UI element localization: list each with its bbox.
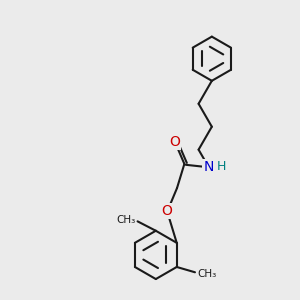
Text: N: N [203,160,214,174]
Text: O: O [161,204,172,218]
Text: O: O [169,135,180,149]
Text: CH₃: CH₃ [197,269,217,279]
Text: CH₃: CH₃ [116,215,135,225]
Text: H: H [217,160,226,173]
